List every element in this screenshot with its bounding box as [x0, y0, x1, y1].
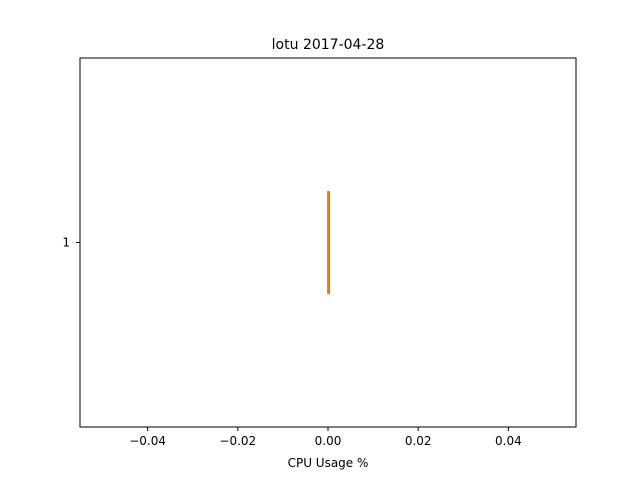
x-axis: −0.04 −0.02 0.00 0.02 0.04 [129, 427, 522, 448]
box-series [327, 190, 330, 295]
y-axis: 1 [62, 236, 80, 250]
x-tick-label: 0.00 [315, 434, 342, 448]
x-tick-label: 0.02 [405, 434, 432, 448]
y-tick-label: 1 [62, 236, 70, 250]
chart-title: lotu 2017-04-28 [272, 37, 385, 53]
x-tick-label: −0.02 [219, 434, 256, 448]
x-axis-label: CPU Usage % [288, 456, 369, 470]
x-tick-label: −0.04 [129, 434, 166, 448]
x-tick-label: 0.04 [495, 434, 522, 448]
